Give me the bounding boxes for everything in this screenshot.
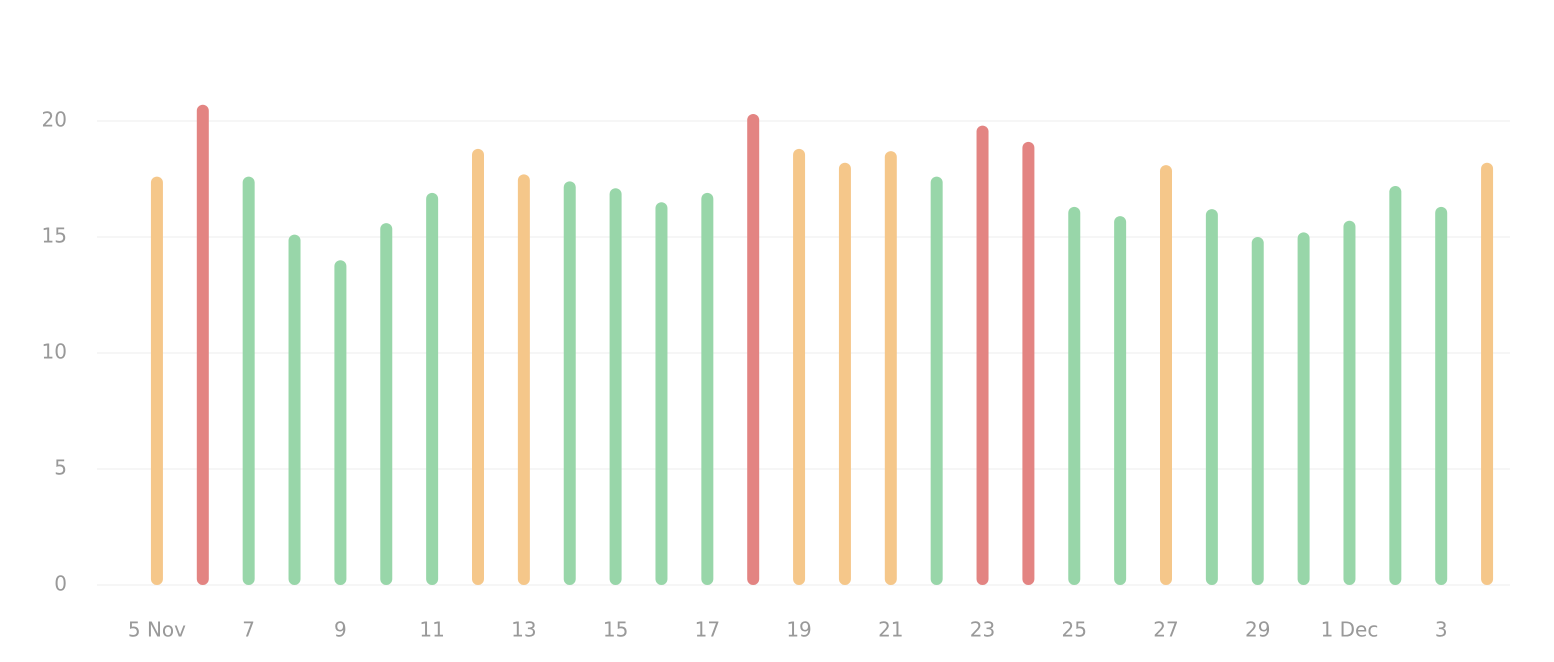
x-tick-label: 5 Nov — [128, 618, 186, 642]
bar — [426, 192, 439, 586]
bar — [976, 125, 989, 585]
x-tick-label: 9 — [334, 618, 347, 642]
x-tick-label: 19 — [786, 618, 811, 642]
x-tick-label: 27 — [1153, 618, 1178, 642]
bar — [884, 151, 897, 585]
bar — [1297, 232, 1310, 586]
bar — [242, 176, 255, 585]
y-tick-label: 15 — [42, 224, 67, 248]
x-tick-label: 25 — [1062, 618, 1087, 642]
bar — [334, 260, 347, 585]
x-tick-label: 23 — [970, 618, 995, 642]
bar — [1114, 216, 1127, 585]
bar — [380, 223, 393, 585]
y-tick-label: 0 — [54, 572, 67, 596]
y-tick-label: 5 — [54, 456, 67, 480]
bar — [1205, 209, 1218, 585]
bar — [1481, 162, 1494, 585]
bar — [1251, 237, 1264, 585]
bar — [609, 188, 622, 585]
x-tick-label: 1 Dec — [1321, 618, 1379, 642]
bar — [1435, 206, 1448, 585]
bar — [1343, 220, 1356, 585]
bar — [517, 174, 530, 586]
x-tick-label: 11 — [419, 618, 444, 642]
bar — [747, 114, 760, 585]
bar — [196, 104, 209, 585]
x-tick-label: 15 — [603, 618, 628, 642]
bar — [288, 234, 301, 585]
x-tick-label: 29 — [1245, 618, 1270, 642]
bar — [472, 148, 484, 585]
bar — [701, 192, 714, 586]
x-tick-label: 13 — [511, 618, 536, 642]
bar — [1068, 206, 1081, 585]
bar — [793, 148, 806, 585]
x-tick-label: 3 — [1435, 618, 1448, 642]
bar — [563, 181, 576, 585]
bar — [1389, 185, 1402, 585]
bar — [1160, 165, 1172, 585]
x-tick-label: 7 — [242, 618, 255, 642]
bar — [838, 162, 851, 585]
y-tick-label: 20 — [42, 108, 67, 132]
bar — [930, 176, 943, 585]
y-tick-label: 10 — [42, 340, 67, 364]
x-tick-label: 21 — [878, 618, 903, 642]
x-tick-label: 17 — [695, 618, 720, 642]
bar — [655, 202, 668, 585]
bar — [1022, 141, 1035, 585]
bar — [150, 176, 163, 585]
